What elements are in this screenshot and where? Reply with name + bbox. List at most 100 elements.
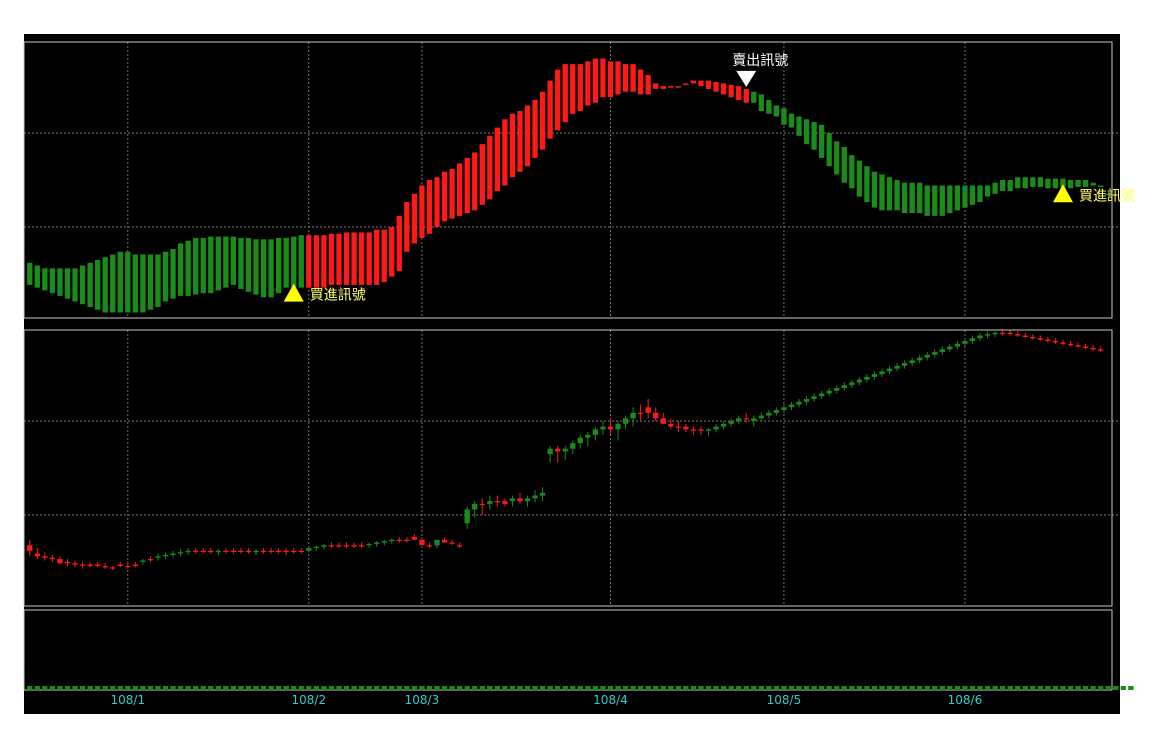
candle-body: [766, 412, 772, 416]
buy-signal-label: 買進訊號: [310, 288, 366, 304]
volume-bar: [1000, 686, 1006, 690]
signal-bar: [962, 185, 968, 208]
volume-bar: [1090, 686, 1096, 690]
signal-bar: [879, 174, 885, 211]
volume-bar: [200, 686, 206, 690]
volume-bar: [132, 686, 138, 690]
signal-bar: [660, 86, 666, 89]
volume-bar: [1098, 686, 1104, 690]
volume-bar: [245, 686, 252, 690]
signal-bar: [984, 185, 991, 197]
signal-bar: [102, 257, 108, 313]
candle-body: [826, 390, 832, 394]
signal-bar: [622, 64, 629, 92]
volume-bar: [653, 686, 659, 690]
candle-body: [49, 557, 56, 560]
candle-body: [615, 423, 621, 430]
candle-body: [517, 498, 523, 502]
volume-bar: [751, 686, 757, 690]
volume-bar: [879, 686, 885, 690]
signal-bar: [200, 237, 206, 294]
signal-bar: [834, 141, 840, 175]
signal-bar: [57, 268, 63, 296]
signal-bar: [1090, 182, 1096, 186]
volume-bar: [125, 686, 131, 690]
volume-bar: [457, 686, 463, 690]
signal-bar: [645, 75, 651, 95]
candle-body: [585, 434, 591, 438]
volume-bar: [1120, 686, 1126, 690]
signal-bar: [1015, 177, 1021, 189]
signal-bar: [894, 180, 900, 211]
volume-bar: [298, 686, 304, 690]
volume-bar: [668, 686, 674, 690]
volume-bar: [615, 686, 621, 690]
signal-bar: [132, 254, 138, 313]
signal-bar: [947, 185, 953, 214]
candle-body: [1007, 332, 1013, 335]
signal-bar: [766, 99, 772, 114]
candle-body: [607, 426, 614, 430]
volume-bar: [736, 686, 742, 690]
signal-bar: [472, 152, 478, 211]
signal-bar: [170, 249, 176, 299]
signal-bar: [1098, 185, 1104, 188]
volume-bar: [223, 686, 229, 690]
candle-body: [577, 437, 583, 444]
signal-bar: [328, 233, 335, 285]
candle-body: [886, 368, 893, 372]
candle-body: [524, 498, 531, 502]
signal-bar: [826, 133, 832, 167]
price-panel-frame: [23, 329, 1113, 607]
volume-bar: [155, 686, 161, 690]
volume-bar: [494, 686, 500, 690]
volume-bar: [570, 686, 576, 690]
signal-bar: [954, 185, 961, 211]
candle-body: [668, 423, 674, 427]
candle-body: [1000, 332, 1006, 334]
signal-bar: [147, 254, 154, 310]
volume-bar: [1037, 686, 1043, 690]
candle-body: [1075, 345, 1081, 347]
signal-bar: [49, 268, 56, 294]
volume-bar: [170, 686, 176, 690]
candle-body: [1022, 335, 1028, 337]
volume-bar: [283, 686, 289, 690]
candle-body: [592, 429, 599, 435]
candle-body: [539, 492, 546, 496]
volume-bar: [517, 686, 523, 690]
candle-body: [1037, 338, 1043, 340]
signal-bar: [291, 236, 297, 288]
candle-body: [434, 539, 440, 546]
signal-bar: [193, 237, 199, 295]
candle-body: [1082, 346, 1089, 348]
candle-body: [947, 346, 953, 350]
candle-body: [728, 421, 734, 424]
signal-bar: [532, 99, 538, 158]
signal-bar: [758, 94, 764, 111]
signal-bar: [977, 185, 983, 203]
signal-bar: [683, 83, 689, 85]
volume-bar: [969, 686, 976, 690]
signal-bar: [313, 235, 319, 288]
candle-body: [193, 550, 199, 552]
volume-bar: [215, 686, 221, 690]
candle-body: [426, 545, 433, 547]
volume-bar: [909, 686, 915, 690]
candle-body: [841, 385, 847, 388]
candle-body: [653, 412, 659, 419]
candle-body: [155, 556, 161, 558]
volume-bar: [675, 686, 681, 690]
signal-bar: [1067, 180, 1074, 189]
volume-bar: [1007, 686, 1013, 690]
candle-body: [803, 399, 810, 402]
candle-body: [705, 429, 712, 431]
sell-signal-label: 賣出訊號: [732, 53, 788, 69]
candle-body: [969, 338, 976, 342]
volume-bar: [962, 686, 968, 690]
signal-bar: [1045, 178, 1051, 189]
candle-body: [208, 550, 214, 553]
candle-body: [389, 539, 395, 542]
signal-bar: [856, 160, 862, 197]
volume-bar: [389, 686, 395, 690]
